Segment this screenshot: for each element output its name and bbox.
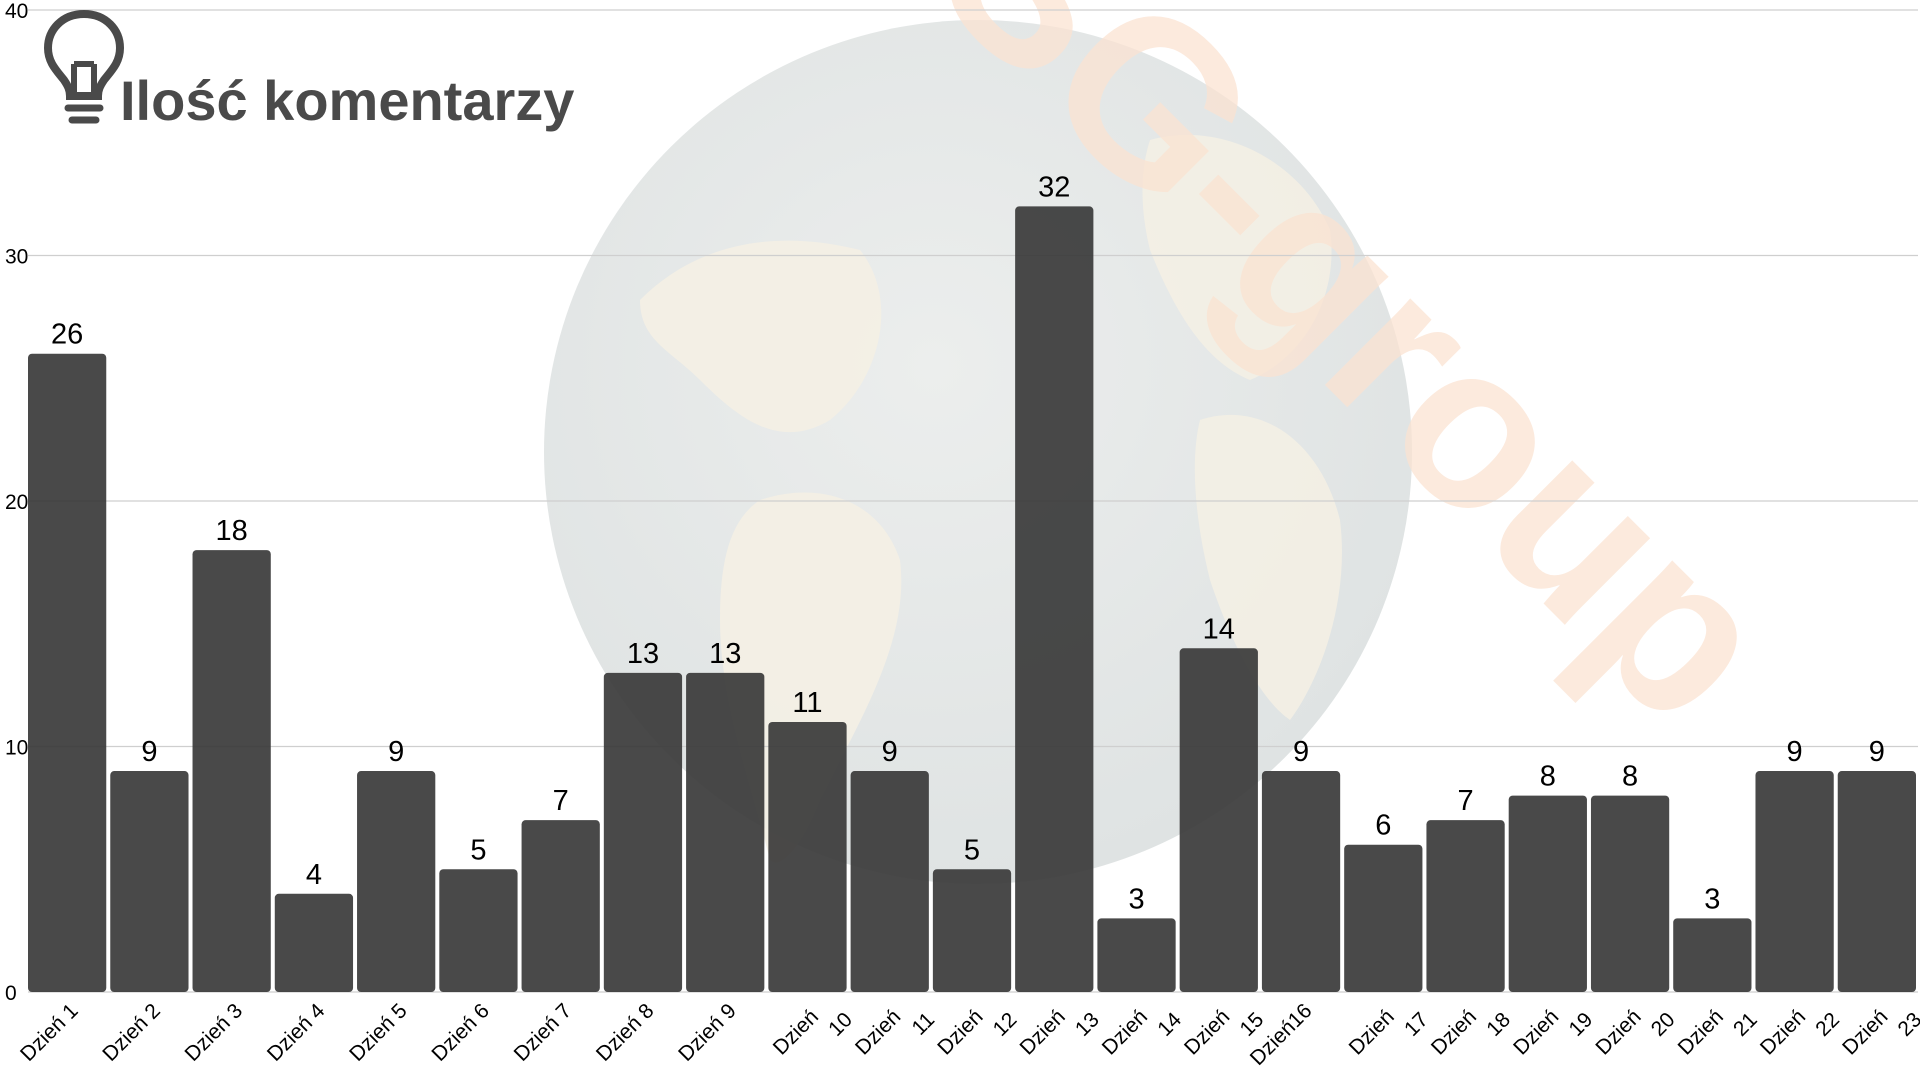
bar xyxy=(1015,206,1094,992)
bar xyxy=(1755,771,1834,992)
bar xyxy=(110,771,189,992)
data-label: 9 xyxy=(1293,736,1309,768)
x-tick-label: Dzień 8 xyxy=(592,999,659,1066)
x-tick-label: Dzień17 xyxy=(1345,990,1433,1078)
bar xyxy=(1590,795,1670,992)
data-label: 9 xyxy=(1869,736,1885,768)
x-tick-label: Dzień19 xyxy=(1509,990,1597,1078)
data-label: 9 xyxy=(882,736,898,768)
y-tick-label: 0 xyxy=(5,982,17,1005)
data-label: 8 xyxy=(1540,761,1556,793)
bar xyxy=(357,771,436,992)
data-label: 13 xyxy=(627,638,659,670)
x-tick-label: Dzień13 xyxy=(1016,990,1104,1078)
x-axis-labels: Dzień 1 Dzień 2 Dzień 3 Dzień 4 Dzień 5 Dzień… xyxy=(16,989,1920,1078)
y-tick-label: 30 xyxy=(5,246,28,269)
data-label: 13 xyxy=(709,638,741,670)
bar xyxy=(1179,648,1258,992)
x-tick-label: Dzień18 xyxy=(1427,990,1515,1078)
y-tick-label: 20 xyxy=(5,491,28,514)
data-label: 5 xyxy=(964,834,980,866)
x-tick-label: Dzień 1 xyxy=(16,999,83,1066)
x-tick-label: Dzień 11 xyxy=(851,990,939,1078)
bar xyxy=(686,672,765,992)
bar xyxy=(932,869,1012,992)
data-label: 9 xyxy=(1787,736,1803,768)
data-label: 7 xyxy=(553,785,569,817)
bar xyxy=(28,353,107,992)
data-labels: 26 9 18 4 9 5 7 13 13 11 9 5 32 3 14 9 6 7 8 8 3 9 9 xyxy=(51,171,1885,915)
data-label: 18 xyxy=(216,515,248,547)
data-label: 4 xyxy=(306,859,322,891)
chart-title: Ilość komentarzy xyxy=(120,69,574,132)
data-label: 6 xyxy=(1375,810,1391,842)
bar xyxy=(603,672,683,992)
x-tick-label: Dzień 2 xyxy=(98,999,165,1066)
x-tick-label: Dzień 4 xyxy=(263,999,330,1066)
bar xyxy=(850,771,929,992)
x-tick-label: Dzień21 xyxy=(1674,990,1762,1078)
bar xyxy=(274,893,354,992)
lightbulb-icon xyxy=(43,9,125,124)
data-label: 32 xyxy=(1038,171,1070,203)
x-tick-label: Dzień 3 xyxy=(181,999,248,1066)
x-tick-label: Dzień22 xyxy=(1756,990,1844,1078)
data-label: 11 xyxy=(792,687,822,719)
bar xyxy=(521,820,600,992)
x-tick-label: Dzień 6 xyxy=(427,999,494,1066)
bar xyxy=(1261,771,1341,992)
bar xyxy=(1837,771,1916,992)
x-tick-label: Dzień12 xyxy=(933,990,1021,1078)
bar xyxy=(1097,918,1176,992)
data-label: 14 xyxy=(1203,613,1235,645)
data-label: 9 xyxy=(141,736,157,768)
x-tick-label: Dzień 7 xyxy=(510,999,577,1066)
x-tick-label: Dzień 9 xyxy=(674,999,741,1066)
bar xyxy=(1673,918,1752,992)
x-tick-label: Dzień23 xyxy=(1838,990,1920,1078)
bar xyxy=(768,721,847,992)
bar xyxy=(1508,795,1587,992)
data-label: 3 xyxy=(1128,883,1144,915)
x-tick-label: Dzień20 xyxy=(1591,990,1679,1078)
bar xyxy=(439,869,518,992)
y-axis-ticks: 0 10 20 30 40 xyxy=(5,0,28,1005)
bars xyxy=(28,206,1916,992)
data-label: 26 xyxy=(51,319,83,351)
y-tick-label: 10 xyxy=(5,737,28,760)
data-label: 5 xyxy=(470,834,486,866)
data-label: 8 xyxy=(1622,761,1638,793)
y-tick-label: 40 xyxy=(5,0,28,23)
x-tick-label: Dzień10 xyxy=(769,990,857,1078)
bar xyxy=(1426,820,1505,992)
x-tick-label: Dzień 5 xyxy=(345,999,412,1066)
data-label: 7 xyxy=(1457,785,1473,817)
data-label: 3 xyxy=(1704,883,1720,915)
bar xyxy=(192,550,271,992)
chart-title-group: Ilość komentarzy xyxy=(43,9,574,132)
bar xyxy=(1344,844,1423,992)
x-tick-label: Dzień15 xyxy=(1180,990,1268,1078)
x-tick-label: Dzień14 xyxy=(1098,989,1186,1077)
data-label: 9 xyxy=(388,736,404,768)
